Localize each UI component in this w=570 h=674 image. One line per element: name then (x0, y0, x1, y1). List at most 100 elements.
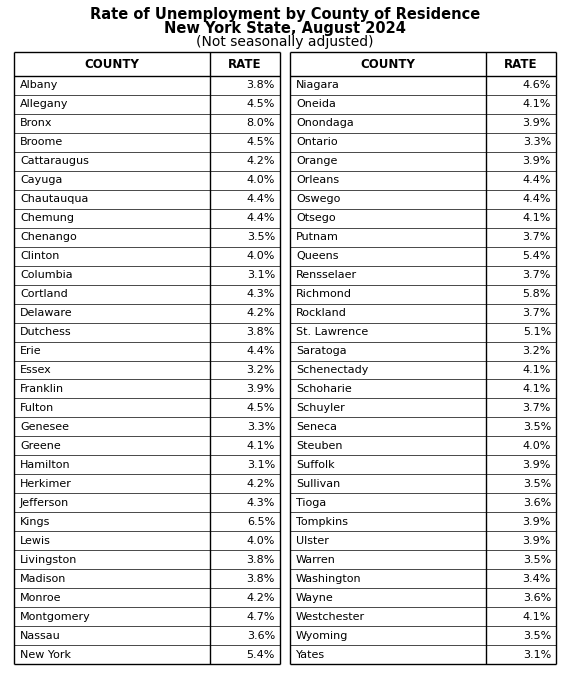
Text: Tioga: Tioga (296, 498, 326, 508)
Text: Queens: Queens (296, 251, 339, 262)
Text: 4.1%: 4.1% (523, 100, 551, 109)
Text: Schoharie: Schoharie (296, 384, 352, 394)
Text: Broome: Broome (20, 137, 63, 148)
Text: 4.4%: 4.4% (246, 194, 275, 204)
Text: 4.7%: 4.7% (246, 611, 275, 621)
Text: Nassau: Nassau (20, 631, 61, 640)
Text: Allegany: Allegany (20, 100, 68, 109)
Text: 3.1%: 3.1% (523, 650, 551, 660)
Text: 3.9%: 3.9% (247, 384, 275, 394)
Text: Delaware: Delaware (20, 308, 72, 318)
Text: Rate of Unemployment by County of Residence: Rate of Unemployment by County of Reside… (90, 7, 480, 22)
Text: 4.2%: 4.2% (246, 156, 275, 166)
Text: 5.4%: 5.4% (523, 251, 551, 262)
Text: 4.3%: 4.3% (247, 498, 275, 508)
Text: Lewis: Lewis (20, 536, 51, 546)
Text: 4.4%: 4.4% (246, 213, 275, 223)
Text: Jefferson: Jefferson (20, 498, 69, 508)
Text: Niagara: Niagara (296, 80, 340, 90)
Text: 4.5%: 4.5% (247, 403, 275, 413)
Text: RATE: RATE (504, 57, 538, 71)
Text: Chemung: Chemung (20, 213, 74, 223)
Text: 4.2%: 4.2% (246, 308, 275, 318)
Text: 3.8%: 3.8% (247, 574, 275, 584)
Text: 5.1%: 5.1% (523, 327, 551, 337)
Text: 3.9%: 3.9% (523, 517, 551, 527)
Text: Albany: Albany (20, 80, 58, 90)
Text: 3.6%: 3.6% (247, 631, 275, 640)
Text: 3.1%: 3.1% (247, 270, 275, 280)
Text: Sullivan: Sullivan (296, 479, 340, 489)
Text: Orange: Orange (296, 156, 337, 166)
Text: Columbia: Columbia (20, 270, 72, 280)
Text: Orleans: Orleans (296, 175, 339, 185)
Text: Yates: Yates (296, 650, 325, 660)
Text: Franklin: Franklin (20, 384, 64, 394)
Text: 3.5%: 3.5% (523, 422, 551, 432)
Text: 3.5%: 3.5% (247, 233, 275, 242)
Text: 3.7%: 3.7% (523, 403, 551, 413)
Text: Washington: Washington (296, 574, 361, 584)
Text: New York State, August 2024: New York State, August 2024 (164, 21, 406, 36)
Text: 3.9%: 3.9% (523, 460, 551, 470)
Text: Chenango: Chenango (20, 233, 77, 242)
Text: Ulster: Ulster (296, 536, 329, 546)
Text: 3.7%: 3.7% (523, 233, 551, 242)
Text: Cayuga: Cayuga (20, 175, 62, 185)
Text: 5.4%: 5.4% (247, 650, 275, 660)
Text: Cortland: Cortland (20, 289, 68, 299)
Text: Dutchess: Dutchess (20, 327, 72, 337)
Text: 3.8%: 3.8% (247, 80, 275, 90)
Text: Putnam: Putnam (296, 233, 339, 242)
Text: Kings: Kings (20, 517, 50, 527)
Text: 3.1%: 3.1% (247, 460, 275, 470)
Text: Onondaga: Onondaga (296, 119, 354, 129)
Text: 5.8%: 5.8% (523, 289, 551, 299)
Text: 6.5%: 6.5% (247, 517, 275, 527)
Text: Saratoga: Saratoga (296, 346, 347, 356)
Text: Clinton: Clinton (20, 251, 59, 262)
Text: Tompkins: Tompkins (296, 517, 348, 527)
Text: Monroe: Monroe (20, 592, 62, 603)
Text: (Not seasonally adjusted): (Not seasonally adjusted) (196, 35, 374, 49)
Text: Warren: Warren (296, 555, 336, 565)
Text: 4.0%: 4.0% (247, 536, 275, 546)
Text: 3.5%: 3.5% (523, 631, 551, 640)
Text: 4.2%: 4.2% (246, 592, 275, 603)
Text: 4.0%: 4.0% (247, 175, 275, 185)
Text: RATE: RATE (228, 57, 262, 71)
Text: 4.0%: 4.0% (247, 251, 275, 262)
Text: Seneca: Seneca (296, 422, 337, 432)
Text: 3.5%: 3.5% (523, 555, 551, 565)
Text: Madison: Madison (20, 574, 66, 584)
Text: 3.8%: 3.8% (247, 327, 275, 337)
Text: 4.1%: 4.1% (523, 384, 551, 394)
Text: Erie: Erie (20, 346, 42, 356)
Text: 3.4%: 3.4% (523, 574, 551, 584)
Text: Oswego: Oswego (296, 194, 340, 204)
Text: Otsego: Otsego (296, 213, 336, 223)
Text: Oneida: Oneida (296, 100, 336, 109)
Text: Essex: Essex (20, 365, 52, 375)
Text: 4.6%: 4.6% (523, 80, 551, 90)
Text: Chautauqua: Chautauqua (20, 194, 88, 204)
Text: 4.5%: 4.5% (247, 137, 275, 148)
Text: Rockland: Rockland (296, 308, 347, 318)
Text: Cattaraugus: Cattaraugus (20, 156, 89, 166)
Text: Herkimer: Herkimer (20, 479, 72, 489)
Text: 3.7%: 3.7% (523, 270, 551, 280)
Text: 3.2%: 3.2% (523, 346, 551, 356)
Text: 4.1%: 4.1% (523, 365, 551, 375)
Text: Fulton: Fulton (20, 403, 54, 413)
Text: New York: New York (20, 650, 71, 660)
Text: COUNTY: COUNTY (84, 57, 139, 71)
Text: 4.1%: 4.1% (523, 213, 551, 223)
Text: Richmond: Richmond (296, 289, 352, 299)
Text: 8.0%: 8.0% (247, 119, 275, 129)
Text: 3.5%: 3.5% (523, 479, 551, 489)
Text: Wyoming: Wyoming (296, 631, 348, 640)
Text: 3.9%: 3.9% (523, 156, 551, 166)
Text: Greene: Greene (20, 441, 61, 451)
Text: 4.2%: 4.2% (246, 479, 275, 489)
Text: St. Lawrence: St. Lawrence (296, 327, 368, 337)
